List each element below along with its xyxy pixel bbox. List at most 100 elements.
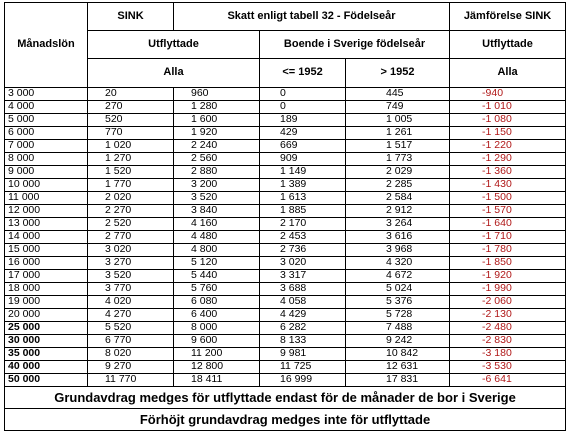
cell-born-le-1952: 1 613 [259,191,346,205]
cell-monthly-salary: 35 000 [4,347,88,361]
cell-monthly-salary: 40 000 [4,360,88,374]
cell-born-gt-1952: 7 488 [344,321,451,335]
cell-jamforelse: -1 570 [449,204,567,218]
cell-monthly-salary: 13 000 [4,217,88,231]
cell-sink-utflyttade: 4 020 [87,295,174,309]
cell-tabell-alla: 960 [173,87,260,101]
cell-monthly-salary: 16 000 [4,256,88,270]
cell-jamforelse: -2 130 [449,308,567,322]
cell-born-le-1952: 11 725 [259,360,346,374]
cell-sink-utflyttade: 6 770 [87,334,174,348]
cell-jamforelse: -1 780 [449,243,567,257]
cell-jamforelse: -1 080 [449,113,567,127]
cell-born-gt-1952: 445 [344,87,451,101]
cell-monthly-salary: 12 000 [4,204,88,218]
footer-note-grundavdrag: Grundavdrag medges för utflyttade endast… [3,386,567,409]
table-row: 30 000 6 770 9 600 8 133 9 242 -2 830 [4,334,567,348]
header-skatt-tabell: Skatt enligt tabell 32 - Födelseår [172,2,451,31]
cell-sink-utflyttade: 1 270 [87,152,174,166]
cell-tabell-alla: 3 840 [173,204,260,218]
cell-sink-utflyttade: 11 770 [87,373,174,387]
cell-tabell-alla: 4 800 [173,243,260,257]
cell-born-le-1952: 3 317 [259,269,346,283]
cell-born-gt-1952: 5 024 [344,282,451,296]
cell-born-gt-1952: 12 631 [344,360,451,374]
cell-born-le-1952: 429 [259,126,346,140]
cell-tabell-alla: 1 280 [173,100,260,114]
table-row: 12 000 2 270 3 840 1 885 2 912 -1 570 [4,204,567,218]
cell-born-gt-1952: 4 320 [344,256,451,270]
cell-sink-utflyttade: 8 020 [87,347,174,361]
header-alla: Alla [87,58,260,88]
cell-born-gt-1952: 17 831 [344,373,451,387]
cell-born-gt-1952: 1 261 [344,126,451,140]
cell-born-gt-1952: 2 912 [344,204,451,218]
cell-sink-utflyttade: 3 270 [87,256,174,270]
cell-tabell-alla: 4 480 [173,230,260,244]
cell-sink-utflyttade: 520 [87,113,174,127]
cell-born-le-1952: 3 688 [259,282,346,296]
cell-tabell-alla: 1 920 [173,126,260,140]
cell-jamforelse: -1 990 [449,282,567,296]
table-row: 35 000 8 020 11 200 9 981 10 842 -3 180 [4,347,567,361]
cell-sink-utflyttade: 1 770 [87,178,174,192]
footer-note-forhojt: Förhöjt grundavdrag medges inte för utfl… [3,408,567,431]
cell-tabell-alla: 2 240 [173,139,260,153]
cell-born-le-1952: 8 133 [259,334,346,348]
cell-sink-utflyttade: 9 270 [87,360,174,374]
cell-born-gt-1952: 5 728 [344,308,451,322]
cell-jamforelse: -1 220 [449,139,567,153]
cell-tabell-alla: 12 800 [173,360,260,374]
cell-born-le-1952: 4 058 [259,295,346,309]
cell-tabell-alla: 6 080 [173,295,260,309]
cell-born-gt-1952: 1 005 [344,113,451,127]
cell-sink-utflyttade: 3 520 [87,269,174,283]
cell-born-le-1952: 6 282 [259,321,346,335]
table-row: 16 000 3 270 5 120 3 020 4 320 -1 850 [4,256,567,270]
cell-sink-utflyttade: 20 [87,87,174,101]
cell-born-gt-1952: 9 242 [344,334,451,348]
table-row: 50 000 11 770 18 411 16 999 17 831 -6 641 [4,373,567,387]
cell-born-le-1952: 16 999 [259,373,346,387]
cell-tabell-alla: 5 120 [173,256,260,270]
table-row: 11 000 2 020 3 520 1 613 2 584 -1 500 [4,191,567,205]
table-row: 4 000 270 1 280 0 749 -1 010 [4,100,567,114]
cell-monthly-salary: 50 000 [4,373,88,387]
header-utflyttade-compare: Utflyttade [449,30,567,59]
header-monthly-salary: Månadslön [4,2,88,88]
cell-tabell-alla: 9 600 [173,334,260,348]
cell-tabell-alla: 1 600 [173,113,260,127]
cell-jamforelse: -2 480 [449,321,567,335]
cell-born-le-1952: 2 736 [259,243,346,257]
cell-jamforelse: -1 290 [449,152,567,166]
cell-born-le-1952: 0 [259,87,346,101]
cell-monthly-salary: 8 000 [4,152,88,166]
cell-monthly-salary: 17 000 [4,269,88,283]
cell-monthly-salary: 5 000 [4,113,88,127]
cell-born-le-1952: 669 [259,139,346,153]
cell-tabell-alla: 5 760 [173,282,260,296]
cell-tabell-alla: 3 520 [173,191,260,205]
table-row: 9 000 1 520 2 880 1 149 2 029 -1 360 [4,165,567,179]
cell-sink-utflyttade: 3 770 [87,282,174,296]
cell-jamforelse: -1 150 [449,126,567,140]
cell-jamforelse: -1 710 [449,230,567,244]
table-row: 25 000 5 520 8 000 6 282 7 488 -2 480 [4,321,567,335]
header-born-le-1952: <= 1952 [259,58,346,88]
table-row: 40 000 9 270 12 800 11 725 12 631 -3 530 [4,360,567,374]
cell-born-le-1952: 4 429 [259,308,346,322]
cell-monthly-salary: 30 000 [4,334,88,348]
table-row: 6 000 770 1 920 429 1 261 -1 150 [4,126,567,140]
cell-jamforelse: -1 640 [449,217,567,231]
cell-tabell-alla: 3 200 [173,178,260,192]
table-row: 3 000 20 960 0 445 -940 [4,87,567,101]
cell-jamforelse: -1 850 [449,256,567,270]
cell-tabell-alla: 4 160 [173,217,260,231]
cell-sink-utflyttade: 270 [87,100,174,114]
table-body: 3 000 20 960 0 445 -940 4 000 270 1 280 0 749 -1 01… [4,87,567,387]
table-row: 7 000 1 020 2 240 669 1 517 -1 220 [4,139,567,153]
cell-born-le-1952: 189 [259,113,346,127]
cell-sink-utflyttade: 4 270 [87,308,174,322]
cell-monthly-salary: 19 000 [4,295,88,309]
